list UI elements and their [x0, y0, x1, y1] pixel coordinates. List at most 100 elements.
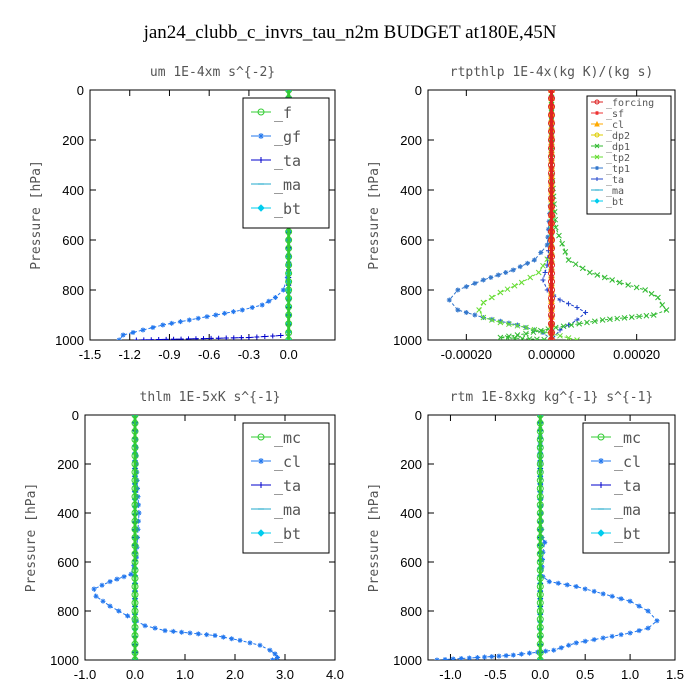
data-point [536, 607, 544, 615]
data-point [627, 598, 633, 604]
data-point [531, 257, 537, 263]
legend-marker [597, 433, 605, 441]
data-point [618, 596, 624, 602]
x-tick-label: 0.00020 [613, 347, 660, 362]
data-point [510, 267, 516, 273]
data-point [527, 274, 534, 281]
data-point [169, 320, 175, 326]
data-point [266, 298, 272, 304]
data-point [566, 301, 572, 307]
x-tick-label: 1.5 [666, 667, 684, 682]
data-point [472, 280, 478, 286]
data-point [621, 315, 628, 321]
y-tick-label: 800 [400, 604, 422, 619]
data-point [548, 336, 555, 340]
data-point [548, 153, 555, 161]
data-point [659, 302, 666, 308]
data-point [536, 574, 544, 582]
data-point [285, 329, 293, 336]
y-tick-label: 0 [415, 408, 422, 423]
data-point [510, 652, 516, 658]
data-point [230, 309, 236, 315]
data-point [201, 336, 207, 340]
data-point [141, 337, 147, 340]
legend-label: _tp2 [606, 153, 630, 164]
legend-marker [595, 177, 599, 181]
y-tick-label: 400 [62, 183, 84, 198]
data-point [489, 654, 495, 660]
data-point [231, 335, 237, 340]
data-point [557, 297, 563, 303]
data-point [474, 655, 480, 660]
legend-box [582, 422, 670, 554]
data-point [625, 282, 632, 288]
data-point [131, 427, 139, 435]
data-point [99, 582, 105, 588]
legend: _forcing_sf_cl_dp2_dp1_tp2_tp1_ta_ma_bt [586, 95, 672, 215]
data-point [536, 550, 544, 558]
data-point [125, 613, 130, 619]
data-point [518, 279, 525, 286]
data-point [536, 444, 544, 452]
legend-label: _dp2 [606, 131, 630, 142]
data-point [482, 654, 488, 660]
x-tick-label: -1.0 [74, 667, 96, 682]
legend: _f _gf _ta _ma _bt [242, 97, 330, 229]
legend-marker [595, 166, 599, 170]
data-point [548, 186, 555, 194]
series-line-tp1 [448, 90, 552, 340]
data-point [517, 264, 523, 270]
data-point [131, 649, 139, 657]
legend-label: _bt [606, 197, 624, 208]
panel-2: rtpthlp 1E-4x(kg K)/(kg s) 0 200 400 600 800 1… [367, 65, 676, 362]
series-group [434, 415, 660, 660]
data-point [539, 535, 545, 540]
data-point [131, 623, 139, 631]
data-point [536, 427, 544, 435]
data-point [599, 317, 606, 323]
legend-label: _ta [274, 152, 301, 170]
data-point [285, 228, 293, 236]
data-point [548, 261, 555, 269]
data-point [179, 629, 185, 635]
data-point [136, 510, 142, 516]
y-axis-label: Pressure [hPa] [29, 160, 44, 270]
data-point [91, 586, 97, 592]
data-point [536, 509, 544, 517]
data-point [536, 415, 544, 419]
x-tick-label: -0.6 [198, 347, 220, 362]
data-point [540, 262, 546, 269]
legend-marker [257, 108, 265, 116]
legend-marker [257, 433, 265, 441]
legend-marker [598, 458, 604, 464]
data-point [489, 294, 495, 301]
x-tick-label: -0.3 [238, 347, 260, 362]
data-point [131, 501, 139, 509]
data-point [559, 240, 566, 247]
data-point [204, 314, 210, 320]
data-point [650, 312, 657, 318]
data-point [539, 564, 545, 570]
data-point [131, 460, 139, 468]
data-point [131, 525, 139, 533]
legend-label: _ma [274, 176, 301, 194]
data-point [504, 335, 511, 340]
series-markers [548, 90, 555, 340]
data-point [572, 261, 579, 268]
data-point [636, 628, 642, 634]
data-point [548, 90, 555, 94]
x-tick-label: 0.0 [280, 347, 298, 362]
data-point [285, 244, 293, 252]
data-point [645, 625, 651, 631]
data-point [131, 419, 139, 427]
data-point [463, 310, 469, 315]
data-point [131, 591, 139, 599]
data-point [566, 642, 572, 648]
data-point [536, 615, 544, 623]
data-point [107, 603, 113, 609]
data-point [177, 319, 183, 325]
data-point [512, 335, 518, 340]
data-point [523, 330, 529, 337]
data-point [574, 337, 580, 340]
